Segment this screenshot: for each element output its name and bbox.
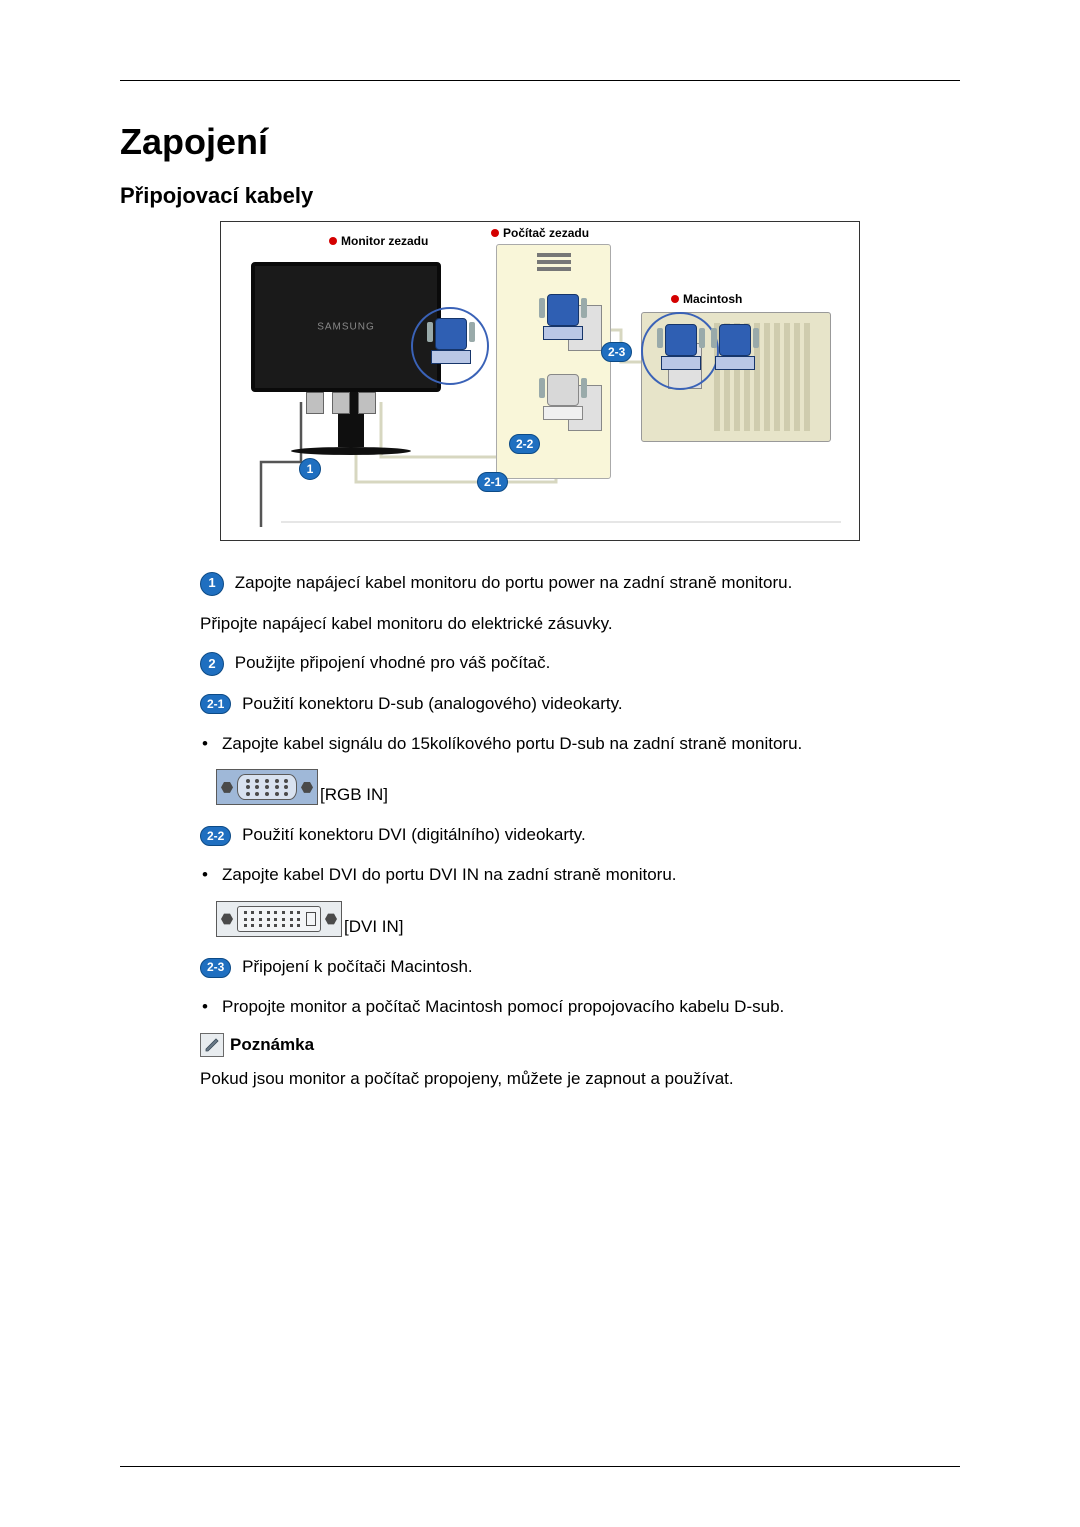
note-heading: Poznámka: [200, 1033, 960, 1057]
step-2-2-bullet: Zapojte kabel DVI do portu DVI IN na zad…: [222, 863, 960, 887]
red-dot-icon: [671, 295, 679, 303]
badge-2-2: 2-2: [509, 434, 540, 454]
step-2-1-text: Použití konektoru D-sub (analogového) vi…: [242, 694, 623, 713]
step-2-2-text: Použití konektoru DVI (digitálního) vide…: [242, 825, 586, 844]
step-2-3-text: Připojení k počítači Macintosh.: [242, 957, 473, 976]
label-macintosh: Macintosh: [671, 292, 742, 306]
note-text: Pokud jsou monitor a počítač propojeny, …: [200, 1067, 960, 1091]
step-2-3-bullet: Propojte monitor a počítač Macintosh pom…: [222, 995, 960, 1019]
badge-1-icon: 1: [200, 572, 224, 596]
step-2-3: 2-3 Připojení k počítači Macintosh.: [200, 955, 960, 979]
label-macintosh-text: Macintosh: [683, 292, 742, 306]
bottom-rule: [120, 1466, 960, 1467]
badge-2-2-icon: 2-2: [200, 826, 231, 846]
step-2-1-bullet: Zapojte kabel signálu do 15kolíkového po…: [222, 732, 960, 756]
vga-plug-icon: [539, 294, 587, 346]
label-pc-back-text: Počítač zezadu: [503, 226, 589, 240]
note-icon: [200, 1033, 224, 1057]
step-2-text: Použijte připojení vhodné pro váš počíta…: [235, 653, 551, 672]
label-pc-back: Počítač zezadu: [491, 226, 589, 240]
step-1-text: Zapojte napájecí kabel monitoru do portu…: [235, 573, 793, 592]
vga-plug-icon: [711, 324, 759, 376]
dvi-port-row: [DVI IN]: [216, 901, 960, 937]
step-1b: Připojte napájecí kabel monitoru do elek…: [200, 612, 960, 636]
top-rule: [120, 80, 960, 81]
step-1: 1 Zapojte napájecí kabel monitoru do por…: [200, 571, 960, 596]
page-subtitle: Připojovací kabely: [120, 183, 960, 209]
dsub-port-icon: [216, 769, 318, 805]
label-monitor-back-text: Monitor zezadu: [341, 234, 428, 248]
step-2-2: 2-2 Použití konektoru DVI (digitálního) …: [200, 823, 960, 847]
label-monitor-back: Monitor zezadu: [329, 234, 428, 248]
step-2-1: 2-1 Použití konektoru D-sub (analogového…: [200, 692, 960, 716]
badge-2-1: 2-1: [477, 472, 508, 492]
red-dot-icon: [329, 237, 337, 245]
connection-diagram: Monitor zezadu Počítač zezadu Macintosh …: [220, 221, 860, 541]
vga-plug-icon: [427, 318, 475, 370]
badge-2-3: 2-3: [601, 342, 632, 362]
dvi-plug-icon: [539, 374, 587, 426]
note-label: Poznámka: [230, 1035, 314, 1055]
step-2: 2 Použijte připojení vhodné pro váš počí…: [200, 651, 960, 676]
monitor-brand: SAMSUNG: [317, 322, 375, 333]
badge-2-icon: 2: [200, 652, 224, 676]
vga-plug-icon: [657, 324, 705, 376]
red-dot-icon: [491, 229, 499, 237]
page-title: Zapojení: [120, 121, 960, 163]
dvi-port-icon: [216, 901, 342, 937]
dvi-in-label: [DVI IN]: [344, 917, 404, 937]
badge-2-3-icon: 2-3: [200, 958, 231, 978]
badge-1: 1: [299, 458, 321, 480]
rgb-port-row: [RGB IN]: [216, 769, 960, 805]
rgb-in-label: [RGB IN]: [320, 785, 388, 805]
badge-2-1-icon: 2-1: [200, 694, 231, 714]
